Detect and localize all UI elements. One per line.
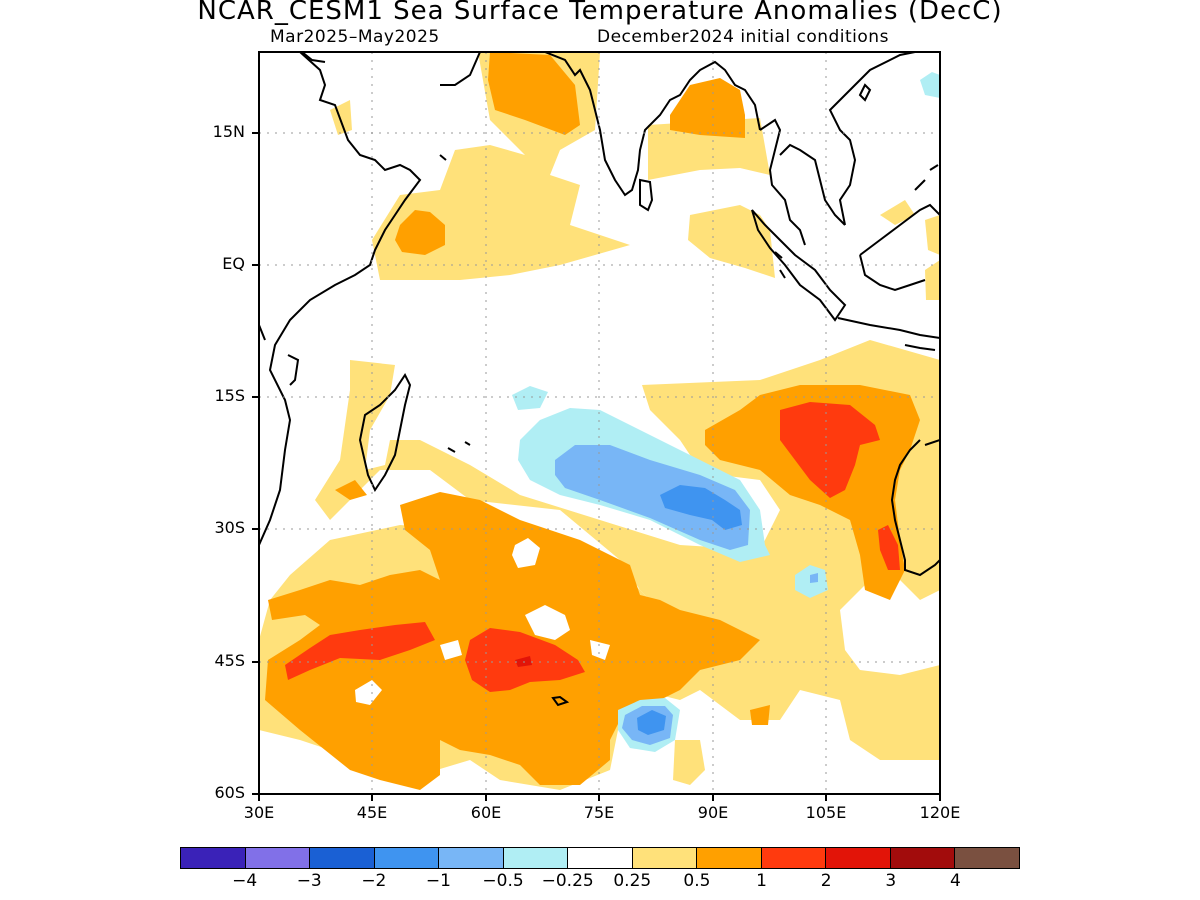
colorbar-swatch: [889, 847, 956, 869]
colorbar-label: 1: [756, 871, 767, 891]
lon-label-30e: 30E: [243, 803, 275, 822]
lat-label-45s: 45S: [214, 651, 245, 670]
lat-label-15s: 15S: [214, 386, 245, 405]
lon-label-120e: 120E: [919, 803, 961, 822]
initial-conditions: December2024 initial conditions: [597, 27, 889, 47]
colorbar-label: 0.5: [683, 871, 711, 891]
colorbar-label: 4: [949, 871, 961, 891]
forecast-period: Mar2025–May2025: [270, 27, 440, 47]
lon-label-105e: 105E: [805, 803, 847, 822]
lon-label-60e: 60E: [470, 803, 502, 822]
colorbar-swatch: [502, 847, 569, 869]
colorbar-swatch: [825, 847, 891, 869]
lat-label-eq: EQ: [222, 254, 245, 273]
anomaly-neutral-holes: [298, 520, 610, 705]
colorbar-swatch: [567, 847, 633, 869]
colorbar-swatch: [760, 847, 827, 869]
colorbar-label: −4: [232, 871, 258, 891]
coastlines: [259, 52, 940, 707]
colorbar: [180, 847, 1020, 869]
colorbar-swatch: [438, 847, 504, 869]
colorbar-swatch: [954, 847, 1020, 869]
lat-label-60s: 60S: [214, 783, 245, 802]
colorbar-swatch: [696, 847, 762, 869]
lat-label-30s: 30S: [214, 518, 245, 537]
colorbar-label: −0.5: [482, 871, 524, 891]
colorbar-swatch: [180, 847, 246, 869]
colorbar-label: 3: [885, 871, 897, 891]
map-title: NCAR_CESM1 Sea Surface Temperature Anoma…: [197, 0, 1003, 26]
colorbar-label: −2: [361, 871, 387, 891]
colorbar-label: 0.25: [613, 871, 652, 891]
anomaly-neg-1: [637, 485, 742, 735]
lat-label-15n: 15N: [212, 122, 245, 141]
anomaly-fields: [259, 52, 940, 790]
colorbar-swatch: [244, 847, 311, 869]
colorbar-label: −1: [425, 871, 451, 891]
colorbar-label: 2: [820, 871, 832, 891]
colorbar-swatch: [373, 847, 440, 869]
colorbar-swatch: [309, 847, 375, 869]
lon-label-45e: 45E: [356, 803, 388, 822]
colorbar-swatch: [631, 847, 698, 869]
lon-label-75e: 75E: [583, 803, 615, 822]
colorbar-label: −0.25: [541, 871, 594, 891]
colorbar-label: −3: [296, 871, 322, 891]
axis-ticks: [252, 132, 941, 801]
gridlines: [259, 52, 940, 794]
lon-label-90e: 90E: [697, 803, 729, 822]
